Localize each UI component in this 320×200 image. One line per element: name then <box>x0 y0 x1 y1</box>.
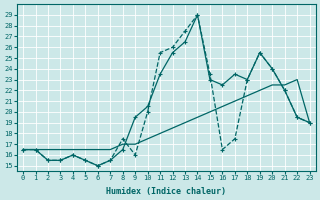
X-axis label: Humidex (Indice chaleur): Humidex (Indice chaleur) <box>106 187 226 196</box>
